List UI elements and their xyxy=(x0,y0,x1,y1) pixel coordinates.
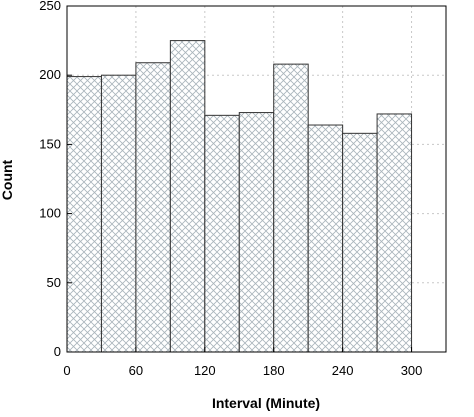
histogram-bar xyxy=(169,40,206,353)
histogram-bars xyxy=(66,40,413,353)
x-tick-label: 240 xyxy=(332,363,354,378)
y-axis-title: Count xyxy=(0,159,15,200)
histogram-bar xyxy=(238,112,275,353)
x-axis-title: Interval (Minute) xyxy=(212,395,320,411)
histogram-bar xyxy=(204,114,240,353)
x-tick-label: 300 xyxy=(401,363,423,378)
histogram-bar xyxy=(66,76,102,353)
histogram-bar xyxy=(307,124,344,353)
x-tick-label: 0 xyxy=(63,363,70,378)
histogram-bar xyxy=(273,63,309,353)
histogram-bar xyxy=(376,113,413,353)
tick-labels: 0 50 100 150 200 250 0 60 120 180 240 300 xyxy=(39,0,422,378)
x-tick-label: 180 xyxy=(263,363,285,378)
y-tick-label: 0 xyxy=(54,344,61,359)
x-tick-label: 60 xyxy=(129,363,143,378)
histogram-bar xyxy=(100,74,137,353)
histogram-bar xyxy=(342,132,378,353)
plot-frame xyxy=(66,5,447,353)
x-tick-label: 120 xyxy=(194,363,216,378)
y-tick-label: 150 xyxy=(39,136,61,151)
y-tick-label: 200 xyxy=(39,67,61,82)
y-tick-label: 50 xyxy=(47,275,61,290)
histogram-bar xyxy=(135,62,171,353)
y-tick-label: 250 xyxy=(39,0,61,13)
plot-border xyxy=(66,5,447,353)
y-tick-label: 100 xyxy=(39,206,61,221)
